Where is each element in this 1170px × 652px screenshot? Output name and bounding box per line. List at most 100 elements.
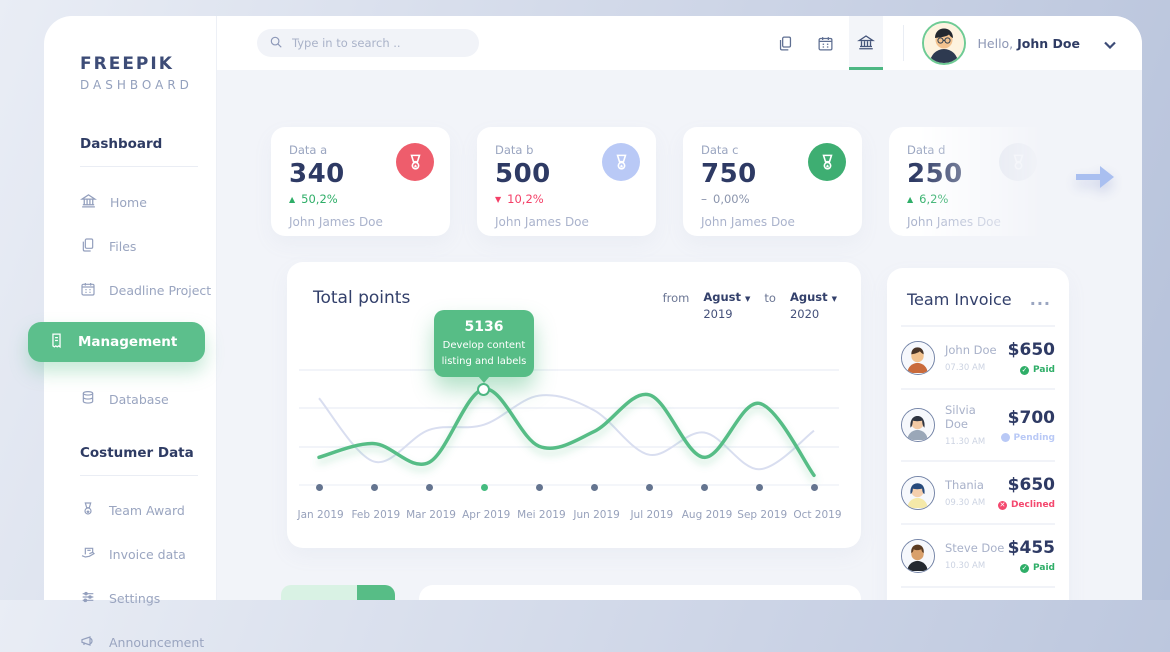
status-badge: ✓Paid: [1008, 365, 1055, 375]
stat-card-data-c[interactable]: Data c 750 –0,00% John James Doe: [683, 127, 862, 236]
from-select[interactable]: Agust▼ 2019: [703, 290, 750, 321]
progress-segment-dark: [357, 585, 395, 600]
month-dot[interactable]: [811, 484, 818, 491]
brand-logo: FREEPIK DASHBOARD: [80, 54, 216, 92]
invoice-name: John Doe: [945, 343, 1008, 357]
user-greeting: Hello, John Doe: [978, 36, 1081, 51]
content: Data a 340 ▲50,2% John James Doe Data b …: [217, 70, 1142, 600]
to-select[interactable]: Agust▼ 2020: [790, 290, 837, 321]
status-badge: ✕Declined: [998, 500, 1055, 510]
stat-card-data-a[interactable]: Data a 340 ▲50,2% John James Doe: [271, 127, 450, 236]
line-chart: [299, 342, 839, 492]
sidebar-item-files[interactable]: Files: [80, 237, 216, 256]
sidebar-item-team-award[interactable]: Team Award: [80, 501, 216, 520]
invoice-amount: $700: [1001, 408, 1055, 428]
sidebar-item-invoice-data[interactable]: Invoice data: [80, 545, 216, 564]
chevron-down-icon[interactable]: [1104, 34, 1116, 53]
month-dot[interactable]: [316, 484, 323, 491]
status-badge: Pending: [1001, 433, 1055, 443]
segmented-progress-bar[interactable]: [281, 585, 395, 600]
stat-cards-row: Data a 340 ▲50,2% John James Doe Data b …: [271, 127, 1053, 236]
user-menu[interactable]: Hello, John Doe: [922, 21, 1117, 65]
to-year: 2020: [790, 307, 837, 321]
sidebar-item-label: Announcement: [109, 635, 204, 650]
invoice-amount: $455: [1008, 538, 1055, 558]
stat-owner: John James Doe: [701, 215, 844, 229]
month-dot[interactable]: [701, 484, 708, 491]
medal-badge-icon: [396, 143, 434, 181]
files-icon: [80, 237, 96, 256]
x-icon: ✕: [998, 501, 1007, 510]
stat-owner: John James Doe: [289, 215, 432, 229]
arrow-up-icon: ▲: [907, 195, 913, 204]
divider: [903, 25, 904, 61]
avatar: [901, 408, 935, 442]
month-dot[interactable]: [646, 484, 653, 491]
month-dot[interactable]: [426, 484, 433, 491]
month-dot[interactable]: [756, 484, 763, 491]
search-icon: [269, 34, 283, 53]
sidebar-item-settings[interactable]: Settings: [80, 589, 216, 608]
search-box[interactable]: [257, 29, 479, 57]
brand-line2: DASHBOARD: [80, 78, 216, 92]
more-menu-icon[interactable]: ...: [1030, 290, 1051, 309]
sidebar-item-deadline-project[interactable]: Deadline Project: [80, 281, 216, 300]
avatar: [922, 21, 966, 65]
highlight-marker[interactable]: [477, 383, 490, 396]
medal-badge-icon: [999, 143, 1037, 181]
invoice-amount: $650: [1008, 340, 1055, 360]
invoice-row-silvia-doe[interactable]: Silvia Doe 11.30 AM $700 Pending: [901, 388, 1055, 460]
bank-icon[interactable]: [849, 16, 883, 70]
topbar: Hello, John Doe: [217, 16, 1142, 70]
sidebar-section-costumer-data: Costumer Data: [80, 445, 216, 461]
month-dot[interactable]: [371, 484, 378, 491]
month-dot[interactable]: [591, 484, 598, 491]
sidebar-item-label: Files: [109, 239, 136, 254]
calendar-icon[interactable]: [809, 16, 843, 70]
chevron-down-icon: ▼: [745, 295, 750, 303]
receipt-icon: [48, 332, 65, 353]
arrow-up-icon: ▲: [289, 195, 295, 204]
stat-card-data-d[interactable]: Data d 250 ▲6,2% John James Doe: [889, 127, 1053, 236]
invoice-row-john-doe[interactable]: John Doe 07.30 AM $650 ✓Paid: [901, 325, 1055, 388]
files-icon[interactable]: [769, 16, 803, 70]
next-arrow-icon[interactable]: [1074, 162, 1116, 196]
date-range-picker: from Agust▼ 2019 to Agust▼ 2020: [663, 290, 837, 321]
invoice-row-partial: [901, 586, 1055, 600]
invoice-time: 07.30 AM: [945, 363, 1008, 373]
avatar: [901, 476, 935, 510]
calendar-icon: [80, 281, 96, 300]
invoice-row-steve-doe[interactable]: Steve Doe 10.30 AM $455 ✓Paid: [901, 523, 1055, 586]
month-dot[interactable]: [481, 484, 488, 491]
avatar: [901, 341, 935, 375]
stat-change: ▲50,2%: [289, 192, 432, 206]
sidebar-item-database[interactable]: Database: [80, 390, 216, 409]
avatar: [901, 539, 935, 573]
medal-icon: [80, 501, 96, 520]
search-input[interactable]: [292, 36, 452, 50]
sidebar-item-label: Invoice data: [109, 547, 186, 562]
sidebar-item-management[interactable]: Management: [28, 322, 205, 362]
dot-icon: [1001, 433, 1010, 442]
chart-title: Total points: [313, 288, 410, 308]
check-icon: ✓: [1020, 564, 1029, 573]
sidebar-item-announcement[interactable]: Announcement: [80, 633, 216, 652]
stat-change: ▲6,2%: [907, 192, 1035, 206]
sidebar-item-label: Management: [78, 334, 177, 350]
topbar-icon-group: [769, 16, 883, 70]
month-dot[interactable]: [536, 484, 543, 491]
invoice-row-thania[interactable]: Thania 09.30 AM $650 ✕Declined: [901, 460, 1055, 523]
sidebar-item-home[interactable]: Home: [80, 192, 216, 212]
arrow-down-icon: ▼: [495, 195, 501, 204]
app-window: FREEPIK DASHBOARD Dashboard Home Files D…: [44, 16, 1142, 600]
main-area: Hello, John Doe Data a 340 ▲50,2% John J…: [217, 16, 1142, 600]
sliders-icon: [80, 589, 96, 608]
status-badge: ✓Paid: [1008, 563, 1055, 573]
stat-card-data-b[interactable]: Data b 500 ▼10,2% John James Doe: [477, 127, 656, 236]
chevron-down-icon: ▼: [832, 295, 837, 303]
invoice-name: Silvia Doe: [945, 403, 1001, 431]
tooltip-value: 5136: [440, 319, 528, 335]
invoice-icon: [80, 545, 96, 564]
sidebar-item-label: Database: [109, 392, 169, 407]
